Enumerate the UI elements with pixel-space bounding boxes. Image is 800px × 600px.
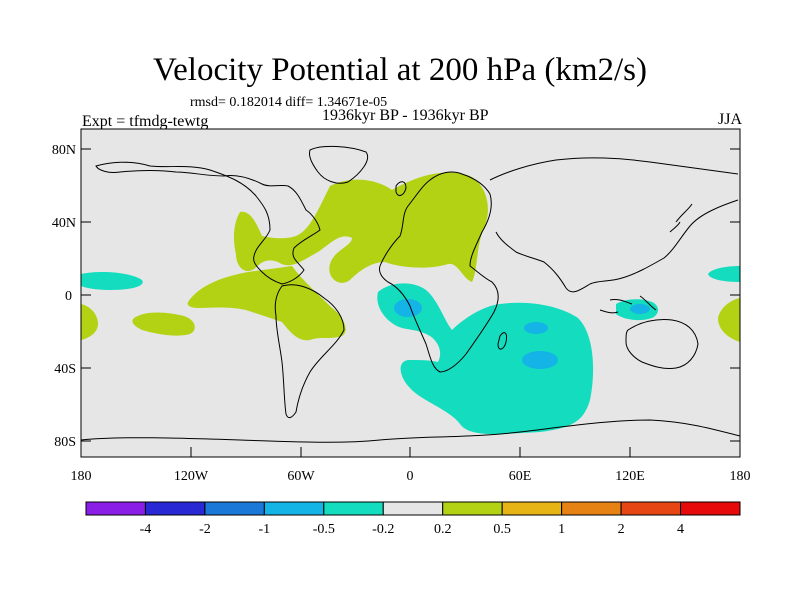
positive-region-south-america	[187, 266, 346, 341]
legend-color-box	[85, 501, 146, 516]
lon-tick-marks	[80, 447, 741, 457]
lon-tick-label: 60E	[509, 469, 532, 484]
positive-region-south-pacific	[132, 312, 195, 336]
legend-color-box	[263, 501, 325, 516]
legend-label: 0.2	[434, 522, 452, 537]
negative-core-indian-north	[524, 322, 548, 334]
legend-color-box	[561, 501, 622, 516]
negative-region-south-atlantic-indian	[377, 283, 594, 435]
lon-tick-label: 120W	[174, 469, 209, 484]
map-panel	[80, 128, 741, 458]
lat-tick-label: 40S	[54, 362, 76, 377]
stats-line: rmsd= 0.182014 diff= 1.34671e-05	[190, 95, 388, 110]
legend-color-box	[680, 501, 741, 516]
chart-title: Velocity Potential at 200 hPa (km2/s)	[152, 52, 648, 88]
color-legend: -4 -2 -1 -0.5 -0.2 0.2 0.5 1 2 4	[85, 501, 741, 537]
legend-label: -2	[199, 522, 211, 537]
legend-color-box	[204, 501, 265, 516]
coastline-uk	[395, 181, 407, 196]
coastline-australia	[625, 319, 699, 369]
lon-tick-label: 180	[71, 469, 92, 484]
legend-color-box	[620, 501, 682, 516]
coastline-madagascar	[497, 332, 507, 350]
legend-label: 2	[618, 522, 625, 537]
lat-tick-labels: 80N 40N 0 40S 80S	[52, 143, 76, 450]
lat-tick-label: 80S	[54, 435, 76, 450]
legend-label: 0.5	[493, 522, 511, 537]
legend-boxes	[85, 501, 741, 516]
coastlines	[81, 145, 740, 443]
lon-tick-labels: 180 120W 60W 0 60E 120E 180	[71, 469, 751, 484]
positive-region-west-edge	[81, 304, 98, 340]
negative-core-atlantic	[394, 299, 422, 317]
lon-tick-label: 120E	[615, 469, 645, 484]
coastline-greenland	[309, 145, 368, 184]
positive-region-east-edge	[718, 298, 740, 342]
coastline-antarctica	[81, 419, 740, 443]
legend-label: 1	[558, 522, 565, 537]
negative-core-indian-south	[522, 351, 558, 369]
legend-color-box	[144, 501, 206, 516]
legend-color-box	[382, 501, 444, 516]
coastline-europe-africa	[379, 171, 499, 373]
negative-region-east-pacific	[81, 272, 143, 290]
season-label: JJA	[717, 111, 742, 128]
legend-label: -0.2	[372, 522, 394, 537]
legend-label: -0.5	[313, 522, 335, 537]
lon-tick-label: 0	[407, 469, 414, 484]
negative-region-west-pacific-edge	[708, 266, 740, 282]
coastline-asia	[489, 157, 739, 293]
legend-label: -4	[140, 522, 152, 537]
positive-region-atlantic-europe	[233, 172, 488, 283]
legend-label: 4	[677, 522, 684, 537]
legend-color-box	[323, 501, 384, 516]
lon-tick-label: 60W	[287, 469, 315, 484]
experiment-label: Expt = tfmdg-tewtg	[82, 113, 209, 130]
negative-core-indonesia	[630, 304, 650, 314]
legend-color-box	[501, 501, 563, 516]
lat-tick-label: 0	[65, 289, 72, 304]
coastline-japan	[669, 203, 693, 233]
coastline-indonesia	[599, 295, 657, 314]
legend-labels: -4 -2 -1 -0.5 -0.2 0.2 0.5 1 2 4	[140, 522, 684, 537]
legend-color-box	[442, 501, 503, 516]
legend-label: -1	[259, 522, 271, 537]
coastline-south-america	[274, 284, 345, 419]
period-label: 1936kyr BP - 1936kyr BP	[322, 107, 489, 124]
lat-tick-label: 40N	[52, 216, 76, 231]
lat-tick-label: 80N	[52, 143, 76, 158]
coastline-north-america	[95, 161, 321, 285]
lat-tick-marks	[81, 148, 740, 442]
lon-tick-label: 180	[730, 469, 751, 484]
